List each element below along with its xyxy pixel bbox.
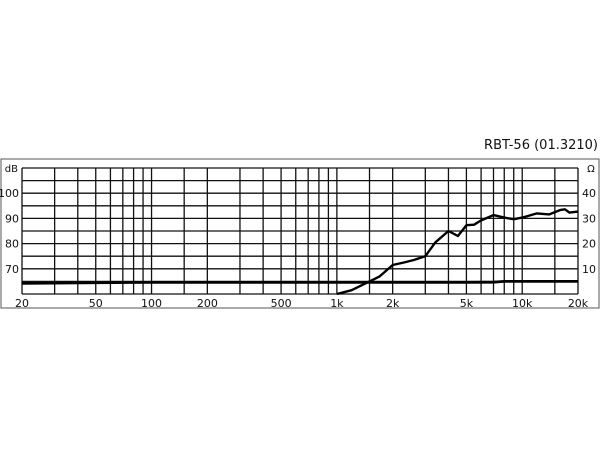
x-tick-label: 10k	[512, 297, 533, 310]
x-tick-label: 20	[15, 297, 29, 310]
axis-labels: dB Ω 20 50 100 200 500 1k 2k 5k 10k 20k 70 80 90 100 1…	[0, 164, 596, 310]
left-tick-label: 90	[5, 212, 19, 225]
x-tick-label: 20k	[568, 297, 589, 310]
impedance-curve	[21, 279, 578, 285]
right-unit-label: Ω	[587, 164, 595, 175]
x-tick-label: 1k	[330, 297, 344, 310]
right-tick-label: 40	[582, 187, 596, 200]
series-group	[21, 208, 579, 296]
x-tick-label: 50	[89, 297, 103, 310]
right-tick-label: 30	[582, 212, 596, 225]
left-tick-label: 100	[0, 187, 19, 200]
x-tick-label: 200	[197, 297, 218, 310]
left-tick-label: 80	[5, 238, 19, 251]
spl-curve	[336, 208, 579, 296]
x-tick-label: 5k	[460, 297, 474, 310]
right-tick-label: 20	[582, 238, 596, 251]
left-tick-label: 70	[5, 263, 19, 276]
chart-title: RBT-56 (01.3210)	[484, 138, 598, 153]
x-tick-label: 500	[271, 297, 292, 310]
grid	[21, 167, 579, 295]
chart-frame	[0, 158, 600, 309]
right-tick-label: 10	[582, 263, 596, 276]
x-tick-label: 100	[141, 297, 162, 310]
left-unit-label: dB	[5, 164, 18, 175]
x-tick-label: 2k	[386, 297, 400, 310]
